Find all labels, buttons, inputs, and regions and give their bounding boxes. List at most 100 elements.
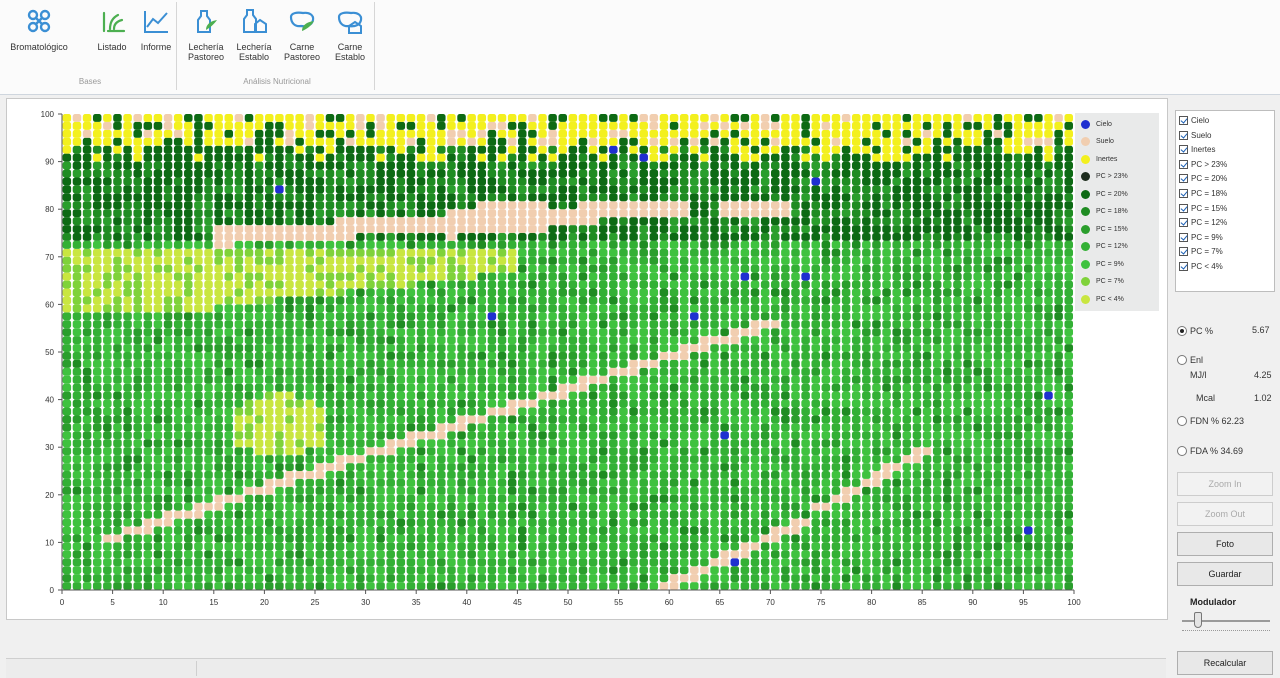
heatmap-cell <box>700 145 709 154</box>
heatmap-cell <box>710 177 719 186</box>
heatmap-cell <box>518 367 527 376</box>
heatmap-cell <box>518 439 527 448</box>
heatmap-cell <box>386 185 395 194</box>
heatmap-cell <box>669 336 679 345</box>
heatmap-cell <box>639 193 648 202</box>
bromatologico-button[interactable]: Bromatológico <box>8 4 70 52</box>
heatmap-cell <box>386 344 395 352</box>
heatmap-cell <box>781 574 790 583</box>
heatmap-cell <box>710 558 719 567</box>
heatmap-cell <box>730 193 740 202</box>
heatmap-cell <box>477 526 487 535</box>
heatmap-cell <box>497 320 507 329</box>
carne-pastoreo-button[interactable]: Carne Pastoreo <box>280 4 324 62</box>
heatmap-cell <box>173 399 183 408</box>
heatmap-cell <box>882 582 891 590</box>
heatmap-cell <box>356 328 365 337</box>
heatmap-cell <box>730 217 740 226</box>
heatmap-cell <box>497 336 507 345</box>
heatmap-cell <box>507 518 517 527</box>
heatmap-cell <box>265 502 274 511</box>
heatmap-cell <box>872 296 881 305</box>
heatmap-cell <box>163 304 173 313</box>
heatmap-cell <box>406 550 416 559</box>
heatmap-cell <box>700 225 709 233</box>
heatmap-cell <box>771 304 780 313</box>
heatmap-cell <box>629 312 638 321</box>
heatmap-cell <box>426 574 436 583</box>
heatmap-cell <box>123 296 132 305</box>
heatmap-cell <box>487 225 497 233</box>
lecheria-pastoreo-button[interactable]: Lechería Pastoreo <box>184 4 228 62</box>
heatmap-cell <box>467 391 476 400</box>
heatmap-cell <box>265 272 274 281</box>
heatmap-cell <box>396 280 406 289</box>
heatmap-cell <box>528 486 537 495</box>
heatmap-cell <box>588 455 598 464</box>
heatmap-cell <box>457 502 466 511</box>
heatmap-cell <box>720 471 729 479</box>
heatmap-cell <box>518 431 527 440</box>
heatmap-cell <box>467 336 476 345</box>
heatmap-cell <box>113 296 122 305</box>
heatmap-cell <box>740 375 750 384</box>
heatmap-cell <box>811 121 820 130</box>
heatmap-cell <box>710 114 719 122</box>
heatmap-cell <box>821 359 831 368</box>
heatmap-cell <box>639 217 648 226</box>
heatmap-cell <box>598 510 608 519</box>
heatmap-cell <box>730 272 740 281</box>
pasture-heatmap[interactable]: 0 5 10 15 20 25 30 35 40 45 50 55 60 65 70 75 80 85 90 95 10… <box>7 99 1167 619</box>
heatmap-cell <box>214 558 223 567</box>
heatmap-cell <box>548 375 557 384</box>
heatmap-cell <box>538 328 547 337</box>
lecheria-establo-button[interactable]: Lechería Establo <box>232 4 276 62</box>
heatmap-cell <box>426 550 436 559</box>
heatmap-cell <box>720 574 729 583</box>
heatmap-cell <box>578 193 588 202</box>
informe-button[interactable]: Informe <box>136 4 176 52</box>
heatmap-cell <box>710 153 719 162</box>
heatmap-cell <box>315 526 325 535</box>
heatmap-cell <box>892 455 901 464</box>
heatmap-cell <box>588 129 598 138</box>
heatmap-cell <box>72 352 82 360</box>
carne-establo-button[interactable]: Carne Establo <box>328 4 372 62</box>
heatmap-cell <box>497 478 507 487</box>
heatmap-cell <box>254 502 264 511</box>
heatmap-cell <box>862 137 871 146</box>
heatmap-cell <box>730 478 740 487</box>
heatmap-cell <box>801 153 810 162</box>
heatmap-cell <box>538 185 547 194</box>
heatmap-cell <box>437 256 446 265</box>
heatmap-cell <box>497 240 507 249</box>
heatmap-cell <box>133 431 142 440</box>
heatmap-cell <box>396 574 406 583</box>
heatmap-cell <box>214 486 223 495</box>
heatmap-cell <box>426 344 436 352</box>
listado-button[interactable]: Listado <box>92 4 132 52</box>
heatmap-cell <box>214 415 223 424</box>
heatmap-cell <box>376 225 385 233</box>
heatmap-cell <box>649 240 659 249</box>
heatmap-cell <box>416 240 426 249</box>
heatmap-cell <box>497 114 507 122</box>
heatmap-cell <box>214 145 223 154</box>
heatmap-cell <box>123 344 132 352</box>
heatmap-cell <box>133 320 142 329</box>
heatmap-cell <box>872 161 881 170</box>
heatmap-cell <box>123 471 132 479</box>
heatmap-cell <box>133 256 142 265</box>
heatmap-cell <box>123 367 132 376</box>
heatmap-cell <box>679 582 689 590</box>
heatmap-cell <box>781 296 790 305</box>
heatmap-cell <box>487 137 497 146</box>
heatmap-cell <box>406 336 416 345</box>
heatmap-cell <box>507 169 517 178</box>
heatmap-cell <box>173 129 183 138</box>
heatmap-cell <box>254 542 264 551</box>
heatmap-cell <box>416 280 426 289</box>
heatmap-cell <box>528 304 537 313</box>
heatmap-cell <box>690 542 699 551</box>
heatmap-cell <box>406 407 416 416</box>
